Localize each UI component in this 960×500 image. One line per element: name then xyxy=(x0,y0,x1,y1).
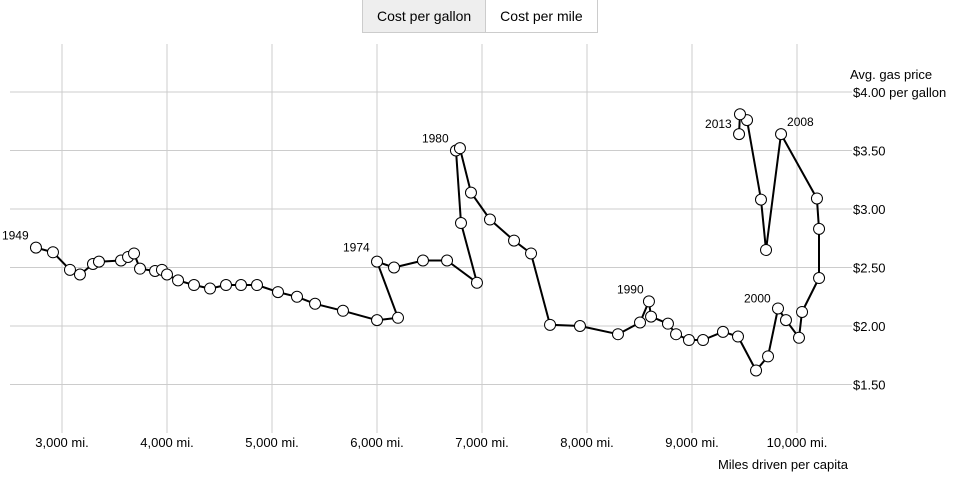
data-point[interactable] xyxy=(733,128,746,141)
y-axis-tick-labels: $4.00 per gallon $3.50 $3.00 $2.50 $2.00 $1.5… xyxy=(853,85,946,393)
year-label: 1949 xyxy=(2,229,29,243)
data-point[interactable] xyxy=(762,350,775,363)
data-point[interactable] xyxy=(508,234,521,247)
data-point[interactable] xyxy=(779,314,792,327)
x-tick-label: 6,000 mi. xyxy=(350,435,403,450)
y-tick-label: $4.00 per gallon xyxy=(853,85,946,100)
data-point[interactable] xyxy=(63,263,76,276)
data-point[interactable] xyxy=(371,314,383,327)
x-tick-label: 7,000 mi. xyxy=(455,435,508,450)
year-label: 1974 xyxy=(343,241,370,255)
data-point[interactable] xyxy=(813,272,826,285)
y-tick-label: $2.50 xyxy=(853,261,886,276)
x-tick-label: 10,000 mi. xyxy=(767,435,828,450)
data-point[interactable] xyxy=(250,279,263,292)
x-gridlines xyxy=(61,44,798,433)
data-point[interactable] xyxy=(775,128,788,141)
data-point[interactable] xyxy=(642,295,655,308)
data-point[interactable] xyxy=(611,328,624,341)
year-label: 1990 xyxy=(617,282,644,296)
x-axis-tick-labels: 3,000 mi. 4,000 mi. 5,000 mi. 6,000 mi. 7,00… xyxy=(35,435,827,450)
data-point[interactable] xyxy=(161,268,173,281)
x-tick-label: 3,000 mi. xyxy=(35,435,88,450)
cost-per-gallon-button[interactable]: Cost per gallon xyxy=(363,0,487,32)
data-point[interactable] xyxy=(754,193,767,206)
y-tick-label: $3.00 xyxy=(853,202,886,217)
data-point[interactable] xyxy=(645,310,658,323)
data-point[interactable] xyxy=(204,282,217,295)
data-point[interactable] xyxy=(670,328,683,341)
data-point[interactable] xyxy=(336,304,349,317)
data-point[interactable] xyxy=(388,261,401,274)
y-tick-label: $1.50 xyxy=(853,378,886,393)
data-point[interactable] xyxy=(455,217,467,230)
data-point[interactable] xyxy=(750,364,763,377)
x-axis-title: Miles driven per capita xyxy=(718,457,849,472)
data-point[interactable] xyxy=(792,331,805,344)
data-point[interactable] xyxy=(813,222,826,235)
year-annotations: 1949 1974 1980 1990 2000 2008 2013 xyxy=(2,115,814,305)
data-point[interactable] xyxy=(464,186,477,199)
data-point[interactable] xyxy=(697,334,710,347)
data-point[interactable] xyxy=(810,192,823,205)
data-point[interactable] xyxy=(134,262,147,275)
y-tick-label: $3.50 xyxy=(853,144,886,159)
data-points xyxy=(29,108,826,377)
data-point[interactable] xyxy=(731,330,744,343)
series-line xyxy=(35,113,820,372)
data-point[interactable] xyxy=(483,213,496,226)
data-point[interactable] xyxy=(187,279,200,292)
year-label: 1980 xyxy=(422,132,449,146)
x-tick-label: 9,000 mi. xyxy=(665,435,718,450)
data-point[interactable] xyxy=(733,108,746,121)
data-point[interactable] xyxy=(271,286,284,299)
y-tick-label: $2.00 xyxy=(853,319,886,334)
year-label: 2008 xyxy=(787,115,814,129)
metric-toggle: Cost per gallon Cost per mile xyxy=(362,0,598,33)
data-point[interactable] xyxy=(470,276,483,289)
data-point[interactable] xyxy=(682,334,695,347)
data-point[interactable] xyxy=(771,302,784,315)
year-label: 2000 xyxy=(744,291,771,305)
data-point[interactable] xyxy=(220,279,233,292)
data-point[interactable] xyxy=(29,241,42,254)
data-point[interactable] xyxy=(46,246,59,259)
data-point[interactable] xyxy=(544,318,557,331)
cost-per-mile-button[interactable]: Cost per mile xyxy=(486,0,597,32)
data-point[interactable] xyxy=(309,297,322,310)
x-tick-label: 4,000 mi. xyxy=(140,435,193,450)
data-point[interactable] xyxy=(441,254,454,267)
y-axis-title: Avg. gas price xyxy=(850,67,932,82)
data-point[interactable] xyxy=(525,247,538,260)
data-point[interactable] xyxy=(716,325,729,338)
data-point[interactable] xyxy=(371,255,383,268)
data-point[interactable] xyxy=(128,247,141,260)
year-label: 2013 xyxy=(705,117,732,131)
data-point[interactable] xyxy=(172,274,185,287)
data-point[interactable] xyxy=(573,320,586,332)
data-point[interactable] xyxy=(392,311,404,324)
data-point[interactable] xyxy=(634,316,647,329)
x-tick-label: 8,000 mi. xyxy=(560,435,613,450)
data-point[interactable] xyxy=(235,279,248,292)
data-point[interactable] xyxy=(73,268,86,281)
data-point[interactable] xyxy=(416,254,429,267)
data-point[interactable] xyxy=(290,290,303,303)
data-point[interactable] xyxy=(796,305,809,318)
x-tick-label: 5,000 mi. xyxy=(245,435,298,450)
data-point[interactable] xyxy=(92,255,105,268)
data-point[interactable] xyxy=(453,142,466,155)
data-point[interactable] xyxy=(661,317,674,330)
data-point[interactable] xyxy=(760,243,773,256)
